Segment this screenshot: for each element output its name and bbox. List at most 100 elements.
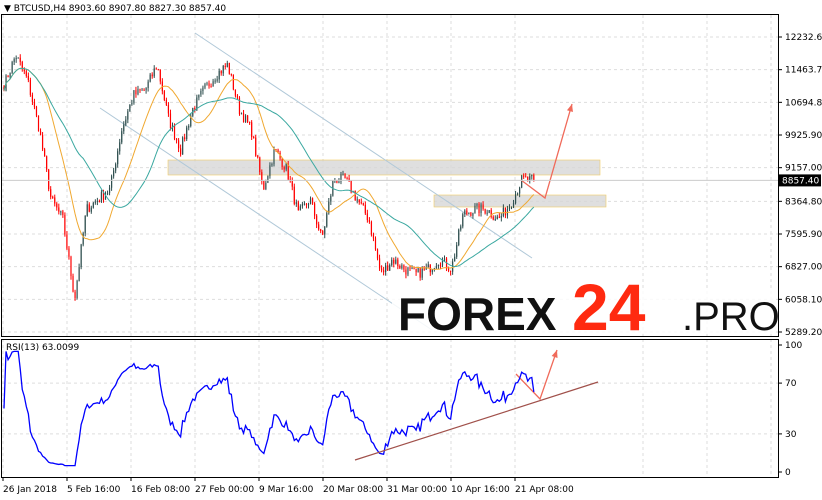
candle-body: [385, 265, 387, 273]
candle-body: [490, 210, 492, 217]
candle-body: [512, 203, 515, 208]
candle-body: [86, 204, 88, 216]
symbol-label: BTCUSD,H4: [14, 4, 66, 14]
candle-body: [415, 268, 417, 273]
candle-body: [208, 83, 210, 87]
forecast-arrow-rsi: [515, 349, 558, 401]
candle-body: [17, 57, 19, 59]
candle-body: [344, 173, 346, 178]
candle-body: [200, 90, 202, 95]
candle-body: [249, 122, 251, 124]
candle-body: [157, 69, 159, 71]
candle-body: [238, 97, 241, 114]
forex24-logo: FOREX 24 .PRO: [392, 270, 780, 344]
candle-body: [443, 258, 446, 261]
candle-body: [94, 201, 96, 203]
candle-body: [165, 99, 167, 105]
candle-body: [397, 259, 399, 267]
candle-body: [159, 69, 161, 82]
candle-body: [480, 204, 482, 214]
candle-body: [115, 164, 117, 171]
candle-body: [496, 216, 498, 220]
candle-body: [340, 174, 342, 182]
candle-body: [502, 207, 504, 217]
candle-body: [316, 215, 318, 225]
candle-body: [407, 267, 409, 275]
candle-body: [525, 176, 527, 178]
candle-body: [417, 268, 419, 273]
candle-body: [389, 265, 391, 271]
candle-body: [236, 95, 239, 98]
candle-body: [346, 177, 348, 179]
candle-body: [21, 61, 23, 69]
candle-body: [11, 62, 13, 73]
rsi-trendline: [354, 381, 599, 461]
candle-body: [362, 203, 364, 205]
candle-body: [52, 196, 54, 198]
candle-body: [476, 203, 478, 206]
candle-body: [271, 164, 273, 166]
candle-body: [494, 219, 496, 221]
candle-body: [19, 57, 21, 62]
candle-body: [72, 276, 74, 292]
candle-body: [113, 170, 115, 177]
candle-body: [336, 180, 338, 183]
candle-body: [82, 233, 84, 245]
candle-body: [324, 226, 326, 235]
candle-body: [374, 238, 377, 250]
candle-body: [92, 202, 94, 208]
y-tick-label: 7595.90: [785, 230, 822, 240]
candle-body: [521, 175, 523, 188]
axes: 12232.60 11463.70 10694.80 9925.90 9157.00 83…: [2, 33, 822, 495]
candle-body: [180, 148, 182, 155]
candle-body: [295, 202, 297, 204]
candle-body: [419, 268, 421, 278]
candle-body: [269, 165, 271, 177]
candle-body: [273, 149, 275, 165]
candle-body: [452, 261, 454, 272]
candle-body: [153, 68, 155, 77]
candle-body: [326, 213, 328, 227]
candle-body: [435, 266, 437, 269]
candle-body: [39, 131, 42, 135]
candle-body: [139, 88, 141, 91]
x-tick-label: 20 Mar 08:00: [323, 485, 383, 495]
channel-upper-line: [194, 32, 533, 259]
candle-body: [25, 71, 27, 76]
candle-body: [244, 115, 247, 123]
candle-body: [508, 207, 511, 210]
candle-body: [64, 214, 66, 235]
logo-pro: .PRO: [682, 295, 780, 339]
candle-body: [177, 140, 180, 149]
candle-body: [431, 269, 433, 273]
symbol-header: ▼ BTCUSD,H4 8903.60 8907.80 8827.30 8857…: [4, 4, 226, 14]
candle-body: [46, 156, 48, 170]
candle-body: [338, 181, 340, 183]
candle-body: [196, 97, 198, 110]
candle-body: [204, 84, 206, 88]
candle-body: [354, 190, 356, 200]
candle-body: [403, 265, 405, 270]
y-tick-label: 12232.60: [785, 33, 822, 43]
candle-body: [478, 203, 480, 214]
candle-body: [54, 197, 56, 204]
candle-body: [257, 155, 259, 158]
candle-body: [372, 234, 375, 239]
candle-body: [117, 151, 119, 165]
candle-body: [474, 205, 476, 214]
candle-body: [516, 193, 519, 195]
candle-body: [230, 73, 232, 75]
candle-body: [439, 264, 442, 266]
candle-body: [58, 207, 60, 212]
candle-body: [285, 163, 287, 170]
rsi-tick-label: 70: [785, 379, 797, 389]
candle-body: [303, 203, 306, 205]
candle-body: [313, 203, 316, 216]
candle-body: [102, 192, 105, 200]
channel-lower-line: [99, 107, 433, 331]
candle-body: [265, 182, 267, 190]
candle-body: [413, 267, 415, 269]
candle-body: [305, 203, 308, 205]
forecast-arrows: [515, 103, 573, 401]
